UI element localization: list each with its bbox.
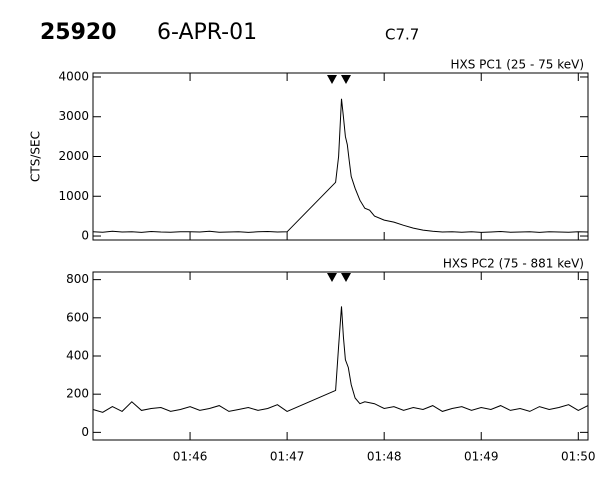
y-tick-label: 1000 — [58, 189, 89, 203]
x-tick-label: 01:50 — [561, 450, 596, 464]
y-tick-label: 600 — [66, 310, 89, 324]
panel-label: HXS PC2 (75 - 881 keV) — [443, 257, 584, 271]
data-line — [92, 306, 589, 413]
x-tick-label: 01:48 — [367, 450, 402, 464]
x-tick-label: 01:49 — [464, 450, 499, 464]
flare-class: C7.7 — [385, 26, 419, 44]
y-axis-label: CTS/SEC — [29, 131, 43, 182]
y-tick-label: 400 — [66, 349, 89, 363]
y-tick-label: 4000 — [58, 69, 89, 83]
x-tick-label: 01:46 — [173, 450, 208, 464]
peak-marker — [327, 273, 351, 282]
y-tick-label: 0 — [81, 229, 89, 243]
y-tick-label: 0 — [81, 425, 89, 439]
y-tick-label: 800 — [66, 272, 89, 286]
data-line — [92, 98, 589, 233]
y-tick-label: 200 — [66, 387, 89, 401]
peak-marker — [327, 75, 351, 84]
flare-id: 25920 — [40, 20, 117, 45]
x-tick-label: 01:47 — [270, 450, 305, 464]
flare-date: 6-APR-01 — [157, 20, 257, 45]
panel-label: HXS PC1 (25 - 75 keV) — [450, 58, 584, 72]
y-tick-label: 2000 — [58, 149, 89, 163]
y-tick-label: 3000 — [58, 109, 89, 123]
